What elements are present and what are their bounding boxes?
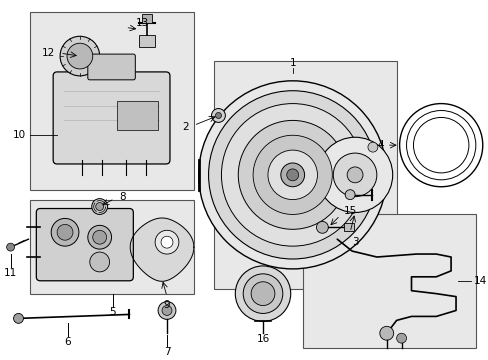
Circle shape <box>253 135 332 215</box>
Text: 1: 1 <box>289 58 295 68</box>
Circle shape <box>90 252 109 272</box>
Bar <box>30 12 193 190</box>
Circle shape <box>317 137 392 212</box>
Text: 5: 5 <box>109 307 116 318</box>
Circle shape <box>93 230 106 244</box>
Circle shape <box>88 225 111 249</box>
Circle shape <box>243 274 282 314</box>
Circle shape <box>221 104 363 246</box>
Text: 6: 6 <box>64 337 71 347</box>
Circle shape <box>280 163 304 187</box>
Text: 15: 15 <box>344 207 357 216</box>
Text: 9: 9 <box>163 300 170 310</box>
Circle shape <box>345 190 354 199</box>
Circle shape <box>286 169 298 181</box>
Text: 16: 16 <box>256 334 269 344</box>
Circle shape <box>215 112 221 118</box>
Circle shape <box>367 142 377 152</box>
Text: 3: 3 <box>351 237 358 247</box>
Circle shape <box>51 219 79 246</box>
Circle shape <box>251 282 274 306</box>
Circle shape <box>60 36 100 76</box>
Circle shape <box>92 199 107 215</box>
Circle shape <box>238 120 346 229</box>
Circle shape <box>396 333 406 343</box>
Circle shape <box>155 230 179 254</box>
Circle shape <box>162 306 172 315</box>
Circle shape <box>198 81 386 269</box>
Bar <box>116 100 158 130</box>
Bar <box>142 14 152 23</box>
Text: 14: 14 <box>473 276 486 286</box>
Circle shape <box>316 221 327 233</box>
Circle shape <box>208 91 376 259</box>
Circle shape <box>267 150 317 199</box>
Bar <box>302 215 475 348</box>
Circle shape <box>7 243 15 251</box>
Circle shape <box>211 108 225 122</box>
Circle shape <box>96 203 103 211</box>
Circle shape <box>14 314 23 323</box>
Circle shape <box>235 266 290 321</box>
Circle shape <box>346 167 362 183</box>
Circle shape <box>158 302 176 319</box>
Bar <box>344 223 353 231</box>
Text: 12: 12 <box>42 48 55 58</box>
Text: 13: 13 <box>135 18 148 28</box>
Bar <box>139 35 155 47</box>
FancyBboxPatch shape <box>36 208 133 281</box>
FancyBboxPatch shape <box>53 72 170 164</box>
Text: 7: 7 <box>163 347 170 357</box>
Text: 2: 2 <box>182 122 188 132</box>
Circle shape <box>57 224 73 240</box>
Text: 4: 4 <box>376 140 383 150</box>
Bar <box>213 61 396 289</box>
Circle shape <box>333 153 376 197</box>
FancyBboxPatch shape <box>88 54 135 80</box>
Circle shape <box>379 326 393 340</box>
Text: 11: 11 <box>4 268 17 278</box>
Bar <box>30 199 193 294</box>
Polygon shape <box>130 218 194 281</box>
Circle shape <box>161 236 173 248</box>
Text: 8: 8 <box>119 192 126 202</box>
Text: 10: 10 <box>12 130 25 140</box>
Circle shape <box>67 43 93 69</box>
